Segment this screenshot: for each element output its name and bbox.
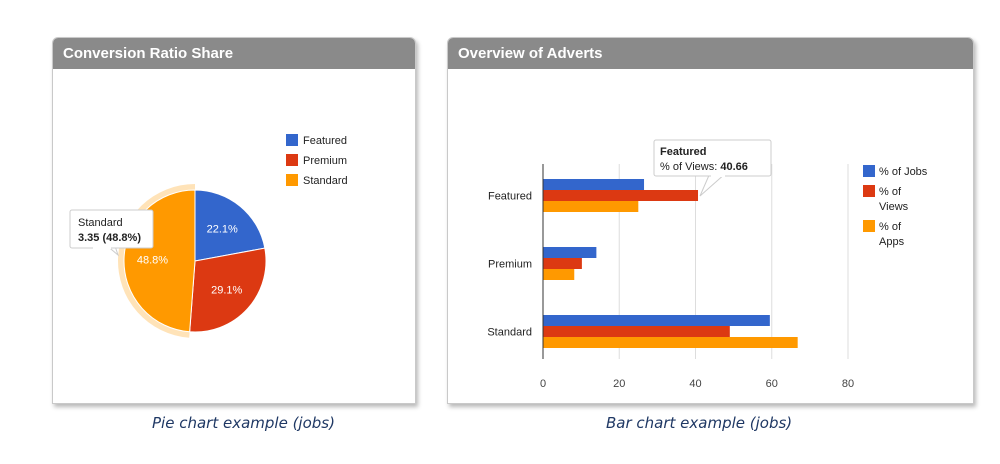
pie-legend-label-standard[interactable]: Standard xyxy=(303,175,348,187)
bar-premium-of-jobs[interactable] xyxy=(543,247,597,258)
pie-chart-panel: Conversion Ratio Share 22.1% 29.1% 48.8% F… xyxy=(52,37,416,404)
bar-standard-of-views[interactable] xyxy=(543,326,730,337)
bar-legend-label-of-views[interactable]: % of Views xyxy=(879,186,909,213)
pie-legend-label-featured[interactable]: Featured xyxy=(303,135,347,147)
pie-legend-swatch-standard xyxy=(286,174,298,186)
bar-chart-area: Featured Premium Standard 0 20 40 60 80 % of J… xyxy=(448,69,973,403)
bar-x-tick-20: 20 xyxy=(613,378,625,390)
bar-standard-of-apps[interactable] xyxy=(543,337,798,348)
bar-tooltip-label: Featured xyxy=(660,146,706,158)
pie-chart-svg: 22.1% 29.1% 48.8% Featured Premium Standard … xyxy=(69,134,348,338)
pie-label-premium: 29.1% xyxy=(211,284,242,296)
bar-legend-swatch-of-views xyxy=(863,185,875,197)
pie-chart-area: 22.1% 29.1% 48.8% Featured Premium Standard … xyxy=(53,69,415,403)
bar-tooltip-value: 40.66 xyxy=(720,161,748,173)
bar-x-tick-80: 80 xyxy=(842,378,854,390)
pie-slice-featured[interactable] xyxy=(194,189,266,262)
bar-standard-of-jobs[interactable] xyxy=(543,315,770,326)
bar-x-tick-60: 60 xyxy=(766,378,778,390)
pie-legend-swatch-featured xyxy=(286,134,298,146)
bar-premium-of-apps[interactable] xyxy=(543,269,575,280)
bar-category-label-premium: Premium xyxy=(488,259,532,271)
bar-legend-swatch-of-jobs xyxy=(863,165,875,177)
bar-legend-label-of-apps[interactable]: % of Apps xyxy=(879,221,905,248)
bar-featured-of-apps[interactable] xyxy=(543,201,639,212)
bar-category-label-featured: Featured xyxy=(488,191,532,203)
bar-legend-label-of-jobs[interactable]: % of Jobs xyxy=(879,166,928,178)
pie-legend-label-premium[interactable]: Premium xyxy=(303,155,347,167)
bar-tooltip: Featured % of Views: 40.66 xyxy=(653,139,772,197)
pie-legend-swatch-premium xyxy=(286,154,298,166)
bar-premium-of-views[interactable] xyxy=(543,258,582,269)
pie-tooltip: Standard 3.35 (48.8%) xyxy=(69,209,154,257)
bar-category-label-standard: Standard xyxy=(487,327,532,339)
pie-tooltip-label: Standard xyxy=(78,217,123,229)
bar-tooltip-line: % of Views: 40.66 xyxy=(660,161,748,173)
pie-tooltip-box xyxy=(69,209,154,249)
bar-x-tick-40: 40 xyxy=(689,378,701,390)
pie-tooltip-value: 3.35 (48.8%) xyxy=(78,232,141,244)
pie-label-standard: 48.8% xyxy=(137,254,168,266)
bar-x-tick-0: 0 xyxy=(540,378,546,390)
bar-chart-caption: Bar chart example (jobs) xyxy=(606,414,793,432)
pie-chart-caption: Pie chart example (jobs) xyxy=(152,414,335,432)
bar-legend-swatch-of-apps xyxy=(863,220,875,232)
bar-panel-title: Overview of Adverts xyxy=(448,38,973,69)
bar-chart-panel: Overview of Adverts Featured Premium Stand… xyxy=(447,37,974,404)
bar-chart-svg: Featured Premium Standard 0 20 40 60 80 % of J… xyxy=(487,139,928,390)
bar-tooltip-joint xyxy=(711,174,725,177)
pie-label-featured: 22.1% xyxy=(207,223,238,235)
bar-featured-of-views[interactable] xyxy=(543,190,699,201)
bar-tooltip-metric: % of Views: xyxy=(660,161,720,173)
pie-panel-title: Conversion Ratio Share xyxy=(53,38,415,69)
pie-slice-premium[interactable] xyxy=(189,247,267,333)
bar-featured-of-jobs[interactable] xyxy=(543,179,645,190)
pie-tooltip-joint xyxy=(93,246,111,249)
